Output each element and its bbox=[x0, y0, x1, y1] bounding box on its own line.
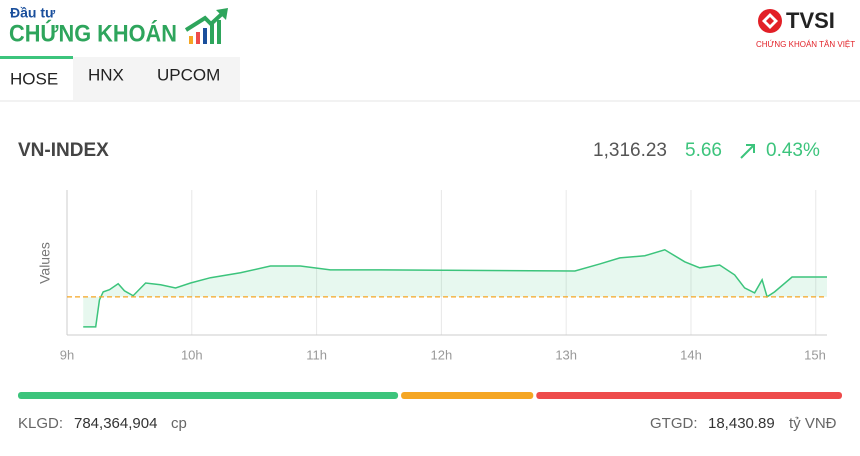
turnover-unit: tỷ VNĐ bbox=[789, 415, 837, 432]
turnover: 18,430.89 bbox=[708, 415, 775, 432]
turnover-label: GTGD: bbox=[650, 415, 698, 432]
index-value: 1,316.23 bbox=[593, 140, 667, 161]
index-change: 5.66 bbox=[685, 140, 722, 161]
index-change-pct: 0.43% bbox=[766, 140, 820, 161]
line bbox=[83, 248, 827, 328]
x-tick-label: 12h bbox=[431, 347, 453, 362]
volume: 784,364,904 bbox=[74, 415, 157, 432]
x-tick-label: 10h bbox=[181, 347, 203, 362]
brand-large: CHỨNG KHOÁN bbox=[9, 19, 177, 47]
x-tick-label: 11h bbox=[306, 347, 327, 362]
area bbox=[83, 249, 827, 327]
active-tab-indicator bbox=[0, 56, 73, 59]
tab-bar bbox=[73, 57, 240, 100]
x-tick-label: 14h bbox=[680, 347, 702, 362]
breadth-bar bbox=[401, 392, 534, 399]
chart: 9h 10h 11h 12h 13h 14h 15h Values bbox=[37, 190, 827, 362]
volume-label: KLGD: bbox=[18, 415, 63, 432]
index-name: VN-INDEX bbox=[18, 140, 109, 161]
brand-icon bbox=[184, 8, 228, 44]
breadth-bar bbox=[536, 392, 842, 399]
partner-name: TVSI bbox=[786, 8, 835, 33]
tab[interactable]: UPCOM bbox=[157, 65, 220, 84]
tab[interactable]: HOSE bbox=[10, 69, 58, 88]
x-tick-label: 15h bbox=[804, 347, 826, 362]
market-breadth bbox=[18, 392, 842, 399]
partner-tagline: CHỨNG KHOÁN TÂN VIỆT bbox=[756, 40, 855, 49]
up-arrow bbox=[740, 144, 755, 159]
x-tick-label: 9h bbox=[60, 347, 74, 362]
breadth-bar bbox=[18, 392, 399, 399]
partner-logo bbox=[758, 9, 782, 33]
tab[interactable]: HNX bbox=[88, 65, 124, 84]
brand-small: Đầu tư bbox=[10, 5, 56, 21]
volume-unit: cp bbox=[171, 415, 187, 432]
x-tick-label: 13h bbox=[555, 347, 577, 362]
y-axis-label: Values bbox=[37, 242, 53, 284]
